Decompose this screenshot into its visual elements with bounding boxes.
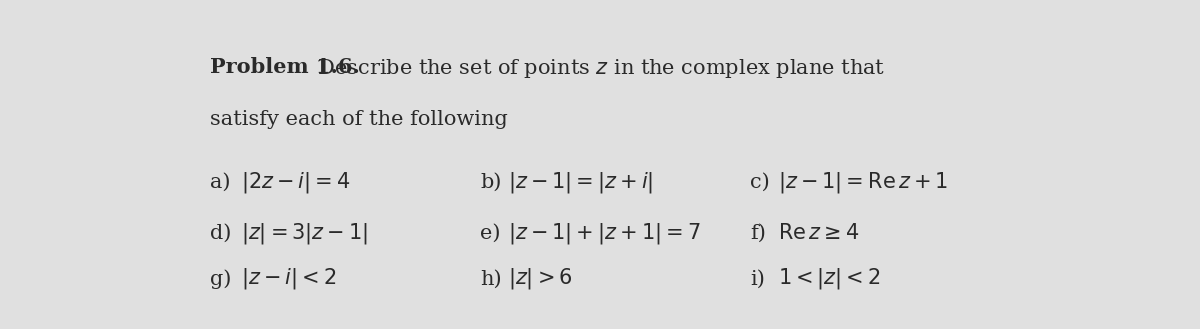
Text: g): g)	[210, 269, 232, 289]
Text: c): c)	[750, 173, 769, 192]
Text: i): i)	[750, 269, 764, 289]
Text: d): d)	[210, 224, 232, 243]
Text: b): b)	[480, 173, 502, 192]
Text: Problem 1.6.: Problem 1.6.	[210, 57, 360, 77]
Text: $|z - i| < 2$: $|z - i| < 2$	[241, 266, 336, 291]
Text: $|z - 1| = |z + i|$: $|z - 1| = |z + i|$	[508, 170, 653, 195]
Text: $1 < |z| < 2$: $1 < |z| < 2$	[778, 266, 881, 291]
Text: $|z| = 3|z - 1|$: $|z| = 3|z - 1|$	[241, 221, 368, 246]
Text: satisfy each of the following: satisfy each of the following	[210, 111, 509, 129]
Text: h): h)	[480, 269, 502, 289]
Text: f): f)	[750, 224, 766, 243]
Text: $\mathrm{Re}\,z \geq 4$: $\mathrm{Re}\,z \geq 4$	[778, 223, 859, 243]
Text: e): e)	[480, 224, 500, 243]
Text: a): a)	[210, 173, 230, 192]
Text: $|z - 1| = \mathrm{Re}\,z + 1$: $|z - 1| = \mathrm{Re}\,z + 1$	[778, 170, 948, 195]
Text: $|2z - i| = 4$: $|2z - i| = 4$	[241, 170, 350, 195]
Text: $|z - 1| + |z + 1| = 7$: $|z - 1| + |z + 1| = 7$	[508, 221, 701, 246]
Text: Describe the set of points $z$ in the complex plane that: Describe the set of points $z$ in the co…	[311, 57, 886, 80]
Text: $|z| > 6$: $|z| > 6$	[508, 266, 572, 291]
